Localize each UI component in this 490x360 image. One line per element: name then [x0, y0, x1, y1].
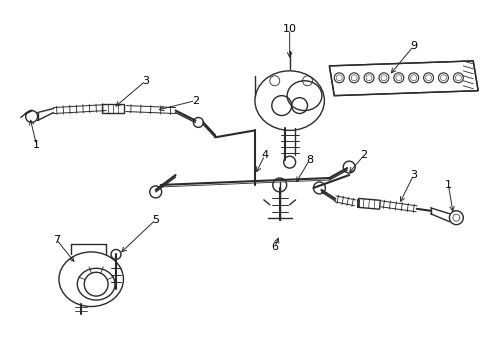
- Text: 1: 1: [445, 180, 452, 190]
- Text: 1: 1: [33, 140, 40, 150]
- Text: 6: 6: [271, 243, 278, 252]
- Text: 3: 3: [410, 170, 417, 180]
- Text: 2: 2: [192, 96, 199, 105]
- Text: 7: 7: [53, 234, 60, 244]
- Text: 2: 2: [361, 150, 368, 160]
- Text: 5: 5: [152, 215, 159, 225]
- Text: 10: 10: [283, 24, 296, 34]
- Text: 8: 8: [306, 155, 313, 165]
- Text: 3: 3: [142, 76, 149, 86]
- Polygon shape: [329, 61, 478, 96]
- Text: 9: 9: [410, 41, 417, 51]
- Text: 4: 4: [261, 150, 269, 160]
